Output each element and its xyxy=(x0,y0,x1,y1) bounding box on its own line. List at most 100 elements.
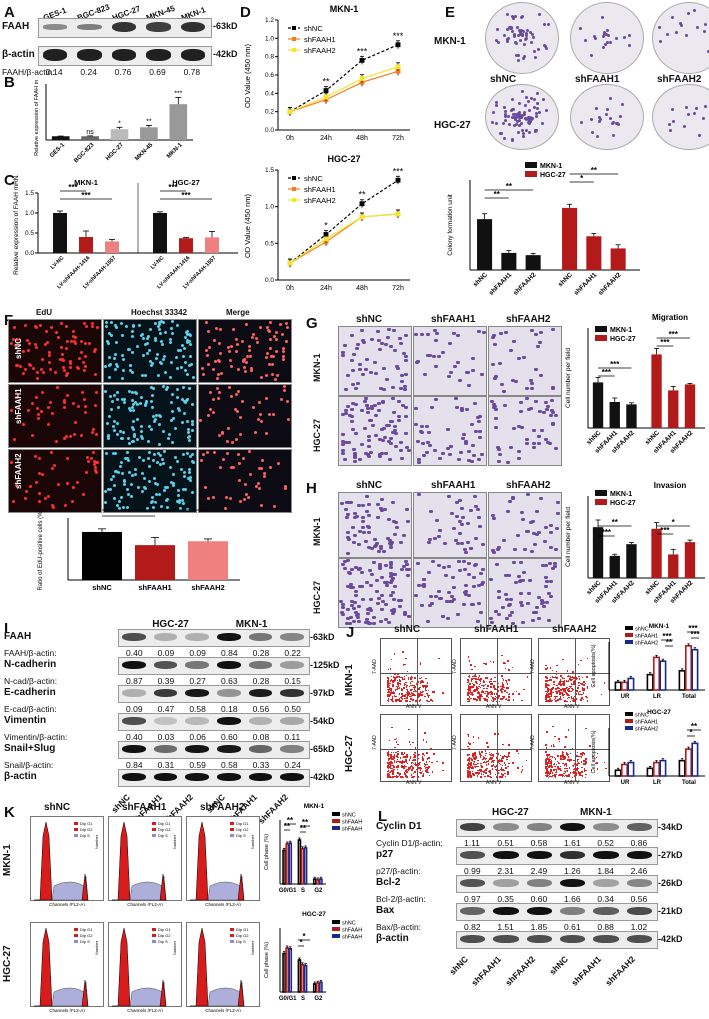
stained-cell xyxy=(376,515,381,519)
event-dot xyxy=(501,698,503,701)
chart-title: MKN-1 xyxy=(304,803,325,810)
event-dot xyxy=(469,773,472,776)
legend-swatch xyxy=(595,490,607,496)
event-dot xyxy=(496,755,499,757)
colony-dot xyxy=(490,120,494,124)
ratio-label: FAAH/β-actin: xyxy=(4,648,57,658)
stained-cell xyxy=(350,383,355,387)
panel-a-label: A xyxy=(4,4,15,21)
event-dot xyxy=(416,699,419,701)
event-dot xyxy=(559,691,561,694)
stained-cell xyxy=(447,374,452,378)
fluorescence-image xyxy=(198,449,292,513)
event-dot xyxy=(411,680,413,683)
bar xyxy=(592,382,604,428)
cell-dot xyxy=(229,395,233,399)
event-dot xyxy=(583,753,586,755)
ratio-value: 0.47 xyxy=(157,704,175,714)
stained-cell xyxy=(537,442,542,446)
cell-dot xyxy=(131,371,135,375)
cell-dot xyxy=(64,324,68,328)
blot-band xyxy=(248,689,273,697)
stained-cell xyxy=(350,408,355,412)
cell-dot xyxy=(43,496,47,500)
column-label: EdU xyxy=(36,308,52,317)
ratio-value: 0.58 xyxy=(530,838,548,848)
ratio-value: 0.06 xyxy=(189,732,206,742)
stained-cell xyxy=(471,585,476,589)
stained-cell xyxy=(419,333,424,337)
event-dot xyxy=(498,695,500,697)
flow-plot xyxy=(538,714,610,782)
event-dot xyxy=(578,678,581,680)
bar xyxy=(315,982,320,993)
flow-y-label: 7-AAD xyxy=(452,735,458,750)
stained-cell xyxy=(535,510,540,514)
stained-cell xyxy=(414,361,419,365)
stained-cell xyxy=(391,328,396,332)
ratio-value: 0.24 xyxy=(80,67,97,77)
event-dot xyxy=(471,692,473,694)
event-dot xyxy=(475,681,477,683)
event-dot xyxy=(409,695,411,697)
legend-label: shNC xyxy=(342,813,356,819)
event-dot xyxy=(497,697,500,699)
cell-dot xyxy=(12,438,16,442)
row-label: MKN-1 xyxy=(2,844,13,876)
stained-cell xyxy=(374,541,379,545)
event-dot xyxy=(387,698,390,700)
stained-cell xyxy=(365,525,370,529)
event-dot xyxy=(550,755,552,758)
cell-dot xyxy=(206,450,210,454)
event-dot xyxy=(394,676,396,679)
stained-cell xyxy=(502,390,507,394)
event-dot xyxy=(399,682,401,685)
stained-cell xyxy=(493,374,498,378)
event-dot xyxy=(575,677,578,679)
event-dot xyxy=(491,756,494,759)
stained-cell xyxy=(498,452,503,456)
flow-plot xyxy=(538,638,610,706)
event-dot xyxy=(480,693,483,696)
event-dot xyxy=(397,766,400,768)
cell-dot xyxy=(133,434,137,438)
event-dot xyxy=(411,769,413,771)
group-label: HGC-27 xyxy=(172,178,200,187)
cell-dot xyxy=(166,497,170,501)
event-dot xyxy=(472,675,474,678)
stained-cell xyxy=(489,578,494,582)
lane-label: shFAAH1 xyxy=(129,792,164,826)
cell-dot xyxy=(50,412,54,416)
ratio-label: N-cad/β-actin: xyxy=(4,676,58,686)
event-dot xyxy=(467,680,470,682)
stained-cell xyxy=(533,543,538,547)
event-dot xyxy=(573,680,576,683)
stained-cell xyxy=(479,452,484,456)
stained-cell xyxy=(358,530,363,534)
cell-dot xyxy=(112,475,116,479)
ratio-value: 0.56 xyxy=(630,894,648,904)
stained-cell xyxy=(379,509,384,513)
event-dot xyxy=(566,770,569,772)
cell-dot xyxy=(265,351,269,355)
event-dot xyxy=(576,755,578,757)
cell-dot xyxy=(134,391,138,395)
event-dot xyxy=(564,771,567,774)
stained-cell xyxy=(354,432,359,436)
cell-dot xyxy=(256,418,260,422)
stained-cell xyxy=(382,550,387,554)
cell-dot xyxy=(113,484,117,488)
cell-dot xyxy=(161,458,165,462)
data-point xyxy=(323,88,329,93)
event-dot xyxy=(545,696,548,698)
cell-dot xyxy=(62,400,66,404)
event-dot xyxy=(387,680,389,682)
event-dot xyxy=(503,662,505,664)
event-dot xyxy=(401,764,403,767)
event-dot xyxy=(419,663,422,666)
stained-cell xyxy=(545,600,550,604)
colony-dot xyxy=(534,56,538,60)
event-dot xyxy=(425,761,428,763)
event-dot xyxy=(389,698,392,701)
